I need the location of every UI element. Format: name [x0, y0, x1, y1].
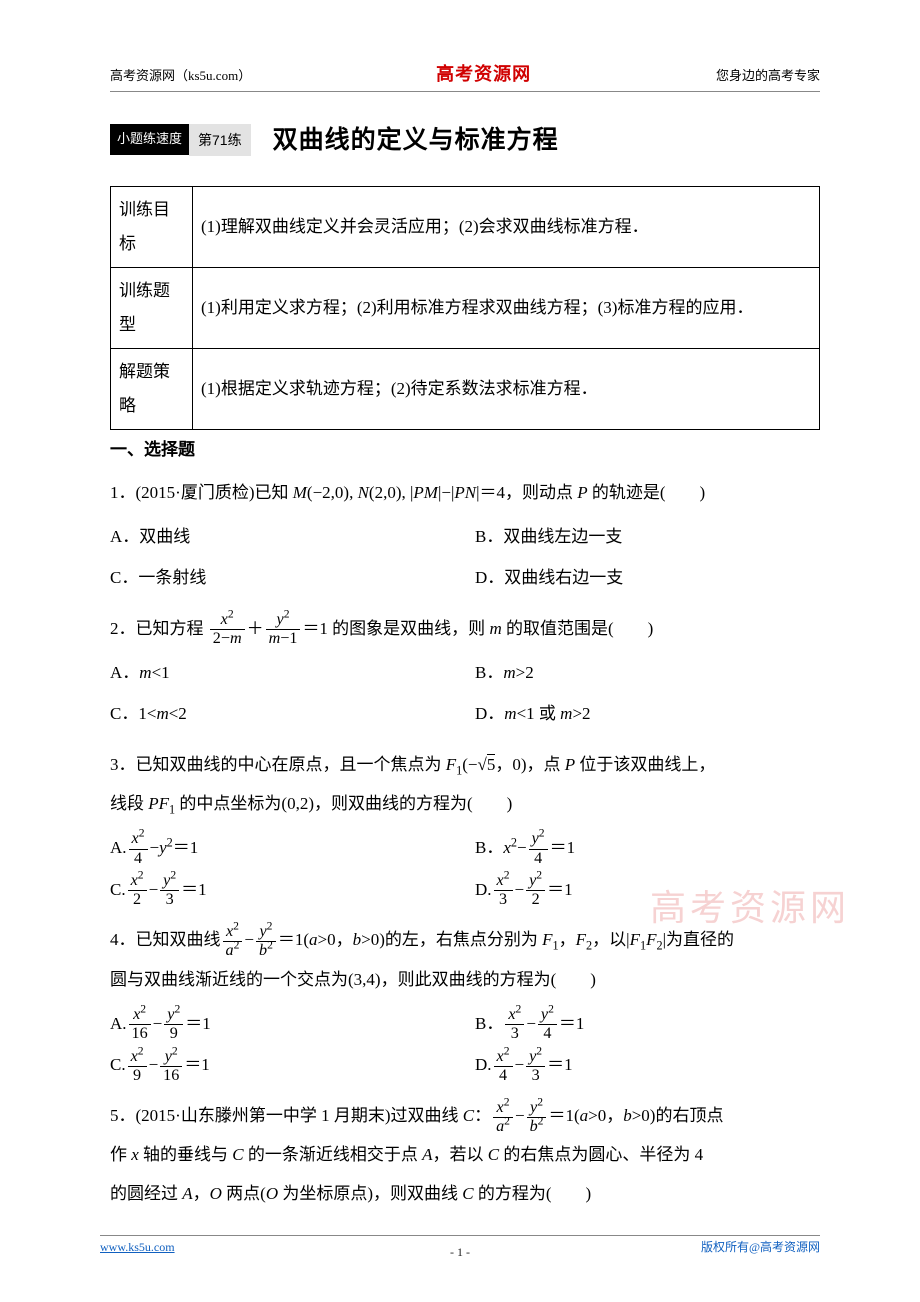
q5-text: 的圆经过 [110, 1184, 182, 1203]
q5-text: 的右焦点为圆心、半径为 4 [499, 1145, 703, 1164]
page-footer: www.ks5u.com 版权所有@高考资源网 - 1 - [100, 1235, 820, 1262]
meta-key: 训练目标 [111, 186, 193, 267]
question-2: 2．已知方程 x22−m＋y2m−1＝1 的图象是双曲线，则 m 的取值范围是(… [110, 609, 820, 648]
meta-val: (1)利用定义求方程；(2)利用标准方程求双曲线方程；(3)标准方程的应用． [193, 267, 820, 348]
q5-text: >0， [588, 1106, 623, 1125]
q4-text: ， [559, 930, 576, 949]
q1-text: 的轨迹是( ) [588, 483, 706, 502]
q1-text: |−| [438, 483, 454, 502]
page: 高考资源网（ks5u.com） 高考资源网 您身边的高考专家 小题练速度 第71… [0, 0, 920, 1302]
header-center-logo: 高考资源网 [436, 60, 531, 89]
option-b: B．m>2 [475, 654, 820, 691]
table-row: 解题策略 (1)根据定义求轨迹方程；(2)待定系数法求标准方程． [111, 348, 820, 429]
q4-text: 4．已知双曲线 [110, 930, 221, 949]
option-c: C．1<m<2 [110, 695, 455, 732]
option-a: A．双曲线 [110, 518, 455, 555]
option-d: D.x24−y23＝1 [475, 1046, 820, 1084]
page-header: 高考资源网（ks5u.com） 高考资源网 您身边的高考专家 [110, 60, 820, 92]
page-title: 双曲线的定义与标准方程 [273, 120, 559, 160]
q1-text: (2,0), | [369, 483, 413, 502]
q2-text: 的取值范围是( ) [502, 619, 654, 638]
option-c: C．一条射线 [110, 559, 455, 596]
option-a: A.x24−y2＝1 [110, 829, 455, 867]
meta-key: 训练题型 [111, 267, 193, 348]
q3-text: 的中点坐标为(0,2)，则双曲线的方程为( ) [175, 794, 512, 813]
q3-text: (− [462, 755, 477, 774]
q4-text: >0， [318, 930, 353, 949]
q2-options: A．m<1 B．m>2 C．1<m<2 D．m<1 或 m>2 [110, 654, 820, 733]
meta-table: 训练目标 (1)理解双曲线定义并会灵活应用；(2)会求双曲线标准方程． 训练题型… [110, 186, 820, 430]
fraction: x22−m [210, 612, 245, 647]
option-b: B．x2−y24＝1 [475, 829, 820, 867]
q3-options: A.x24−y2＝1 B．x2−y24＝1 C.x22−y23＝1 D.x23−… [110, 829, 820, 909]
q5-text: ＝1( [548, 1106, 579, 1125]
option-d: D．m<1 或 m>2 [475, 695, 820, 732]
q4-text: |为直径的 [663, 930, 734, 949]
q1-options: A．双曲线 B．双曲线左边一支 C．一条射线 D．双曲线右边一支 [110, 518, 820, 597]
q2-text: ＝1 的图象是双曲线，则 [302, 619, 489, 638]
option-a: A．m<1 [110, 654, 455, 691]
q5-text: 的方程为( ) [474, 1184, 592, 1203]
q3-text: ，0)，点 [495, 755, 564, 774]
meta-val: (1)根据定义求轨迹方程；(2)待定系数法求标准方程． [193, 348, 820, 429]
meta-key: 解题策略 [111, 348, 193, 429]
fraction: y2m−1 [266, 612, 301, 647]
q5-text: ，若以 [433, 1145, 488, 1164]
q3-text: 位于该双曲线上， [575, 755, 715, 774]
option-b: B．双曲线左边一支 [475, 518, 820, 555]
option-c: C.x22−y23＝1 [110, 871, 455, 909]
table-row: 训练目标 (1)理解双曲线定义并会灵活应用；(2)会求双曲线标准方程． [111, 186, 820, 267]
q4-text: 圆与双曲线渐近线的一个交点为(3,4)，则此双曲线的方程为( ) [110, 970, 596, 989]
q1-text: |＝4，则动点 [476, 483, 577, 502]
header-left: 高考资源网（ks5u.com） [110, 66, 251, 87]
header-right: 您身边的高考专家 [716, 66, 820, 87]
q5-text: 5．(2015·山东滕州第一中学 1 月期末)过双曲线 [110, 1106, 463, 1125]
title-row: 小题练速度 第71练 双曲线的定义与标准方程 [110, 120, 820, 160]
question-4: 4．已知双曲线x2a2−y2b2＝1(a>0，b>0)的左，右焦点分别为 F1，… [110, 920, 820, 998]
option-d: D.x23−y22＝1 [475, 871, 820, 909]
q5-text: >0)的右顶点 [632, 1106, 724, 1125]
q1-text: (−2,0), [307, 483, 358, 502]
section-heading: 一、选择题 [110, 436, 820, 463]
table-row: 训练题型 (1)利用定义求方程；(2)利用标准方程求双曲线方程；(3)标准方程的… [111, 267, 820, 348]
q5-text: ： [474, 1106, 491, 1125]
tag-grey: 第71练 [189, 124, 251, 156]
q5-text: 为坐标原点)，则双曲线 [278, 1184, 462, 1203]
q4-options: A.x216−y29＝1 B．x23−y24＝1 C.x29−y216＝1 D.… [110, 1005, 820, 1085]
q5-text: 的一条渐近线相交于点 [244, 1145, 423, 1164]
question-1: 1．(2015·厦门质检)已知 M(−2,0), N(2,0), |PM|−|P… [110, 473, 820, 512]
q4-text: >0)的左，右焦点分别为 [361, 930, 542, 949]
tag-black: 小题练速度 [110, 124, 189, 155]
option-b: B．x23−y24＝1 [475, 1005, 820, 1043]
meta-val: (1)理解双曲线定义并会灵活应用；(2)会求双曲线标准方程． [193, 186, 820, 267]
q4-text: ＝1( [278, 930, 309, 949]
q5-text: 轴的垂线与 [139, 1145, 233, 1164]
footer-left-link[interactable]: www.ks5u.com [100, 1238, 175, 1257]
q2-text: 2．已知方程 [110, 619, 204, 638]
option-c: C.x29−y216＝1 [110, 1046, 455, 1084]
q5-text: 作 [110, 1145, 131, 1164]
q5-text: ， [193, 1184, 210, 1203]
question-5: 5．(2015·山东滕州第一中学 1 月期末)过双曲线 C：x2a2−y2b2＝… [110, 1096, 820, 1213]
q3-text: 线段 [110, 794, 148, 813]
q1-text: 1．(2015·厦门质检)已知 [110, 483, 293, 502]
q4-text: ，以| [592, 930, 629, 949]
option-a: A.x216−y29＝1 [110, 1005, 455, 1043]
q5-text: 两点( [222, 1184, 266, 1203]
footer-right: 版权所有@高考资源网 [701, 1238, 820, 1257]
option-d: D．双曲线右边一支 [475, 559, 820, 596]
question-3: 3．已知双曲线的中心在原点，且一个焦点为 F1(−√5，0)，点 P 位于该双曲… [110, 745, 820, 823]
q3-text: 3．已知双曲线的中心在原点，且一个焦点为 [110, 755, 446, 774]
